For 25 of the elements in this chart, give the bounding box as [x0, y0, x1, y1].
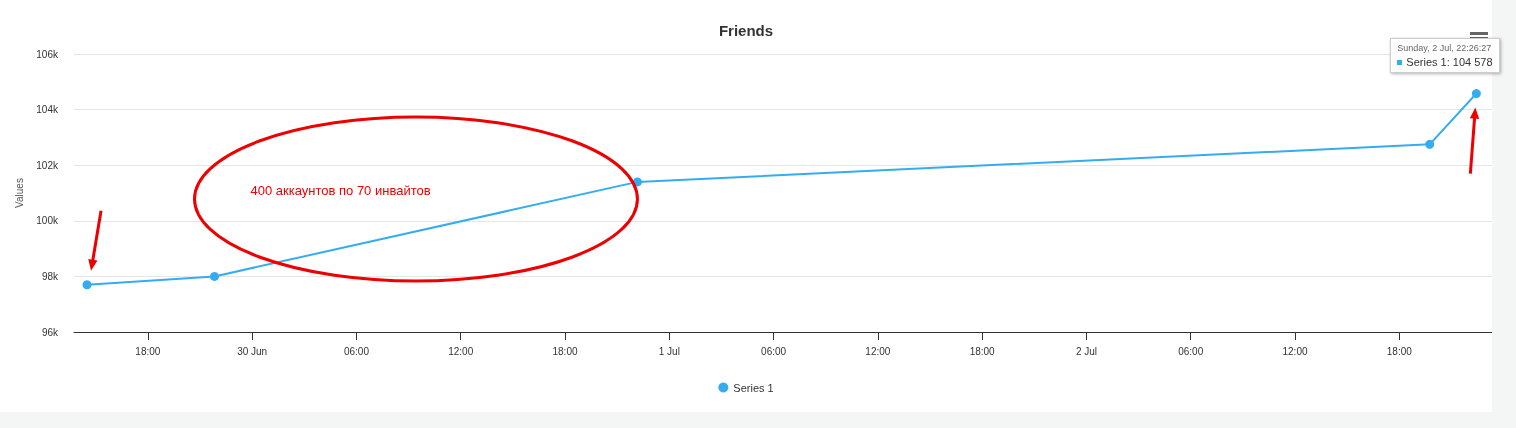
x-tick-label: 18:00	[969, 345, 996, 357]
annotation: Sunday, 2 Jul, 22:26:27 Series 1: 104 578	[1397, 42, 1493, 68]
legend-label: Series 1	[733, 381, 774, 394]
y-tick-label: 104k	[36, 104, 59, 116]
x-tick-label: 12:00	[865, 345, 891, 357]
y-tick-label: 98k	[41, 270, 59, 282]
x-tick-label: 12:00	[1282, 345, 1308, 357]
x-tick-label: 18:00	[135, 345, 161, 357]
x-tick-label: 18:00	[1386, 345, 1413, 357]
y-axis-title: Values	[13, 178, 25, 208]
y-tick-label: 96k	[41, 326, 59, 338]
y-tick-label: 106k	[36, 48, 59, 60]
x-tick-label: 18:00	[552, 345, 578, 357]
x-tick-label: 06:00	[343, 345, 370, 357]
y-tick-label: 102k	[36, 159, 59, 171]
y-tick-label: 100k	[36, 215, 59, 227]
x-tick-label: 06:00	[761, 345, 787, 357]
tooltip-box: Sunday, 2 Jul, 22:26:27 Series 1: 104 578	[1390, 37, 1500, 73]
x-tick-label: 06:00	[1178, 345, 1204, 357]
annotation: 400 аккаунтов по 70 инвайтов	[250, 183, 431, 198]
x-tick-label: 12:00	[448, 345, 474, 357]
chart-title: Friends	[718, 22, 774, 39]
x-tick-label: 1 Jul	[658, 345, 680, 357]
x-tick-label: 2 Jul	[1075, 345, 1098, 357]
x-tick-label: 30 Jun	[237, 345, 268, 357]
